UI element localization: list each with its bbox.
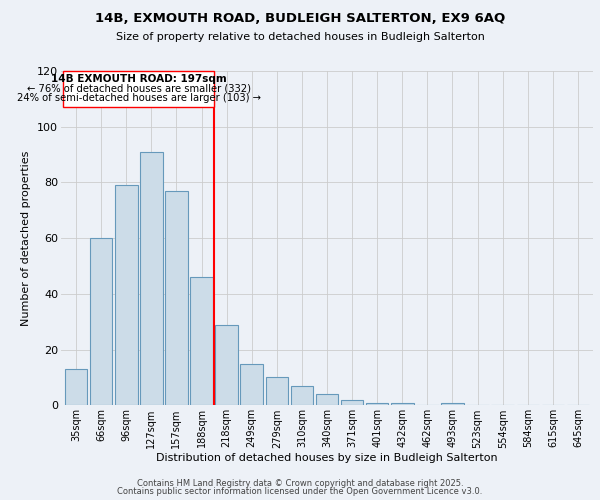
Bar [65,369,88,406]
Bar [115,185,137,406]
Text: Contains HM Land Registry data © Crown copyright and database right 2025.: Contains HM Land Registry data © Crown c… [137,478,463,488]
Bar [64,71,214,107]
Text: ← 76% of detached houses are smaller (332): ← 76% of detached houses are smaller (33… [27,84,251,94]
Bar [316,394,338,406]
X-axis label: Distribution of detached houses by size in Budleigh Salterton: Distribution of detached houses by size … [156,453,498,463]
Text: Contains public sector information licensed under the Open Government Licence v3: Contains public sector information licen… [118,487,482,496]
Bar [366,402,388,406]
Bar [165,191,188,406]
Text: 24% of semi-detached houses are larger (103) →: 24% of semi-detached houses are larger (… [17,93,261,103]
Text: 14B, EXMOUTH ROAD, BUDLEIGH SALTERTON, EX9 6AQ: 14B, EXMOUTH ROAD, BUDLEIGH SALTERTON, E… [95,12,505,26]
Bar [90,238,112,406]
Text: 14B EXMOUTH ROAD: 197sqm: 14B EXMOUTH ROAD: 197sqm [51,74,227,84]
Bar [140,152,163,406]
Bar [215,324,238,406]
Bar [190,277,213,406]
Y-axis label: Number of detached properties: Number of detached properties [22,150,31,326]
Text: Size of property relative to detached houses in Budleigh Salterton: Size of property relative to detached ho… [116,32,484,42]
Bar [266,378,288,406]
Bar [290,386,313,406]
Bar [341,400,364,406]
Bar [441,402,464,406]
Bar [241,364,263,406]
Bar [391,402,413,406]
